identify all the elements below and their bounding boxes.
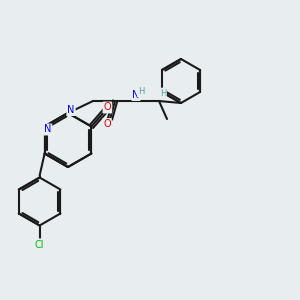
- Text: N: N: [132, 90, 140, 100]
- Text: Cl: Cl: [35, 239, 44, 250]
- Text: N: N: [67, 105, 75, 115]
- Text: O: O: [103, 103, 111, 112]
- Text: N: N: [44, 124, 51, 134]
- Text: O: O: [103, 119, 111, 129]
- Text: H: H: [160, 88, 166, 98]
- Text: H: H: [138, 88, 144, 97]
